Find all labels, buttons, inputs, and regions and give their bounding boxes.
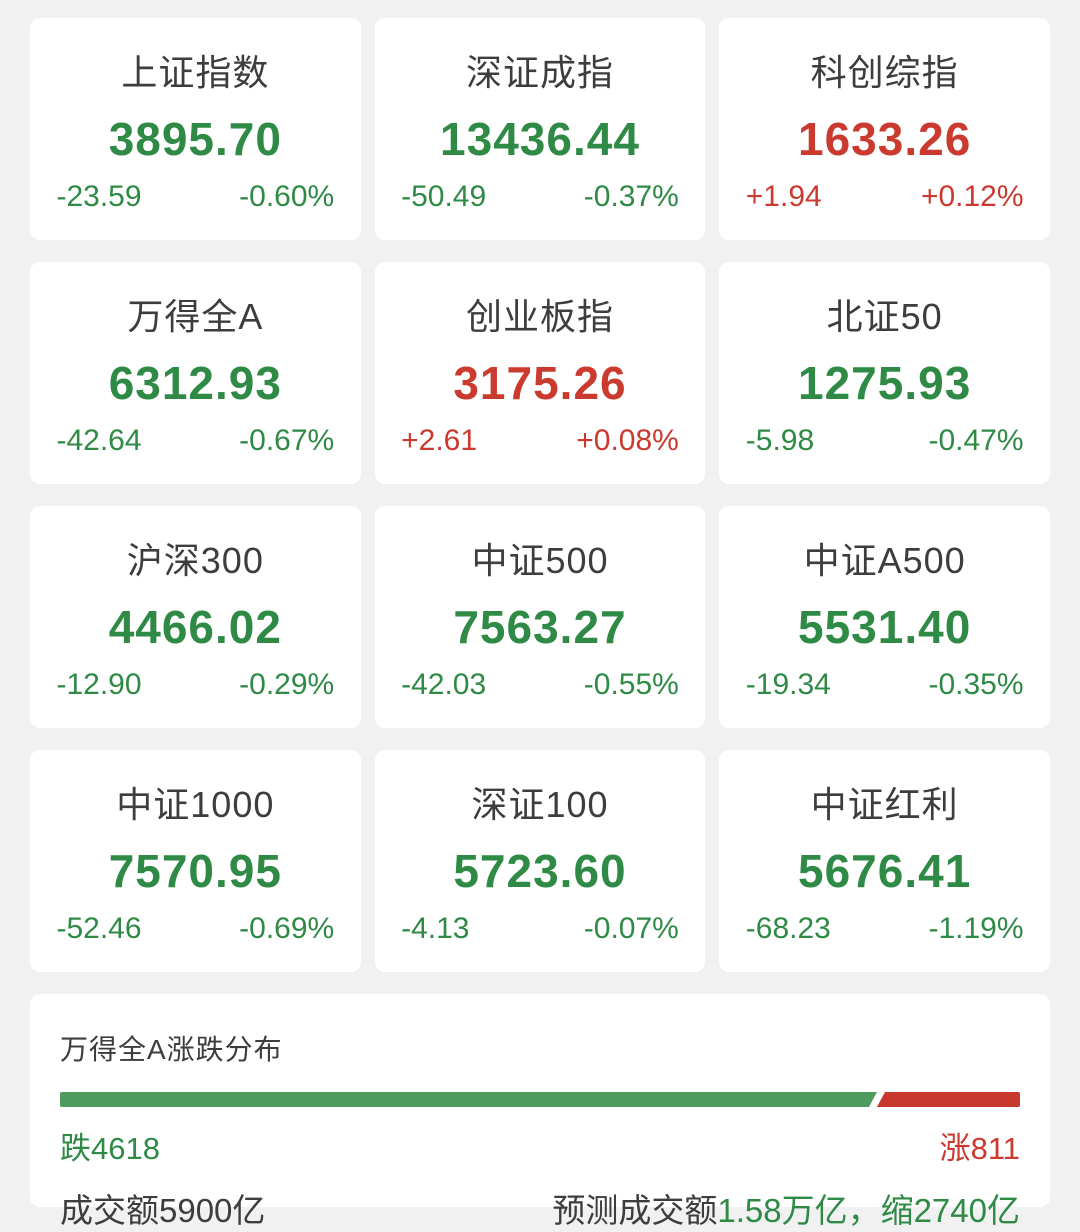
index-value: 3895.70 [108,113,282,165]
index-change-pct: -0.47% [928,424,1024,457]
index-card-csi500[interactable]: 中证500 7563.27 -42.03 -0.55% [374,506,706,728]
index-value: 5531.40 [798,601,972,653]
index-change: -50.49 [401,180,487,213]
index-change: -42.03 [401,668,487,701]
index-card-shenzhen100[interactable]: 深证100 5723.60 -4.13 -0.07% [374,750,706,972]
index-change-pct: -1.19% [928,912,1024,945]
index-change-pct: -0.37% [583,180,679,213]
index-value: 1275.93 [798,357,972,409]
breadth-panel: 万得全A涨跌分布 跌4618 涨811 成交额5900亿 预测成交额1.58万亿… [30,994,1050,1229]
breadth-title: 万得全A涨跌分布 [60,1034,283,1065]
index-change: +1.94 [745,180,822,213]
index-change: -68.23 [745,912,831,945]
turnover-label: 成交额5900亿 [60,1192,266,1229]
index-name: 科创综指 [810,52,959,93]
index-grid: 上证指数 3895.70 -23.59 -0.60% 深证成指 13436.44… [30,18,1050,972]
index-name: 中证1000 [116,784,275,825]
index-change-pct: -0.69% [239,912,335,945]
advancers-count-label: 涨811 [939,1131,1020,1166]
index-value: 13436.44 [440,113,640,165]
index-card-star-composite[interactable]: 科创综指 1633.26 +1.94 +0.12% [719,18,1050,240]
decliners-count-label: 跌4618 [60,1131,160,1166]
index-change-pct: -0.29% [239,668,335,701]
index-value: 3175.26 [453,357,627,409]
index-card-bse50[interactable]: 北证50 1275.93 -5.98 -0.47% [719,262,1050,484]
index-name: 北证50 [826,296,943,337]
index-value: 4466.02 [108,601,282,653]
index-change-pct: -0.67% [239,424,335,457]
forecast-value: 1.58万亿， [717,1192,881,1229]
index-change: -52.46 [56,912,142,945]
breadth-bar-decliners-segment [60,1092,877,1107]
index-name: 深证成指 [465,52,614,93]
index-change: -4.13 [401,912,470,945]
index-change-pct: -0.07% [583,912,679,945]
index-value: 1633.26 [798,113,972,165]
index-card-chinext[interactable]: 创业板指 3175.26 +2.61 +0.08% [374,262,706,484]
index-card-csi300[interactable]: 沪深300 4466.02 -12.90 -0.29% [30,506,361,728]
index-change-pct: -0.35% [928,668,1024,701]
index-change: +2.61 [401,424,478,457]
index-name: 沪深300 [126,540,264,581]
index-change-pct: -0.60% [239,180,335,213]
forecast-shrink: 缩2740亿 [880,1192,1020,1229]
index-change: -42.64 [56,424,142,457]
index-card-wind-all-a[interactable]: 万得全A 6312.93 -42.64 -0.67% [30,262,361,484]
index-name: 上证指数 [121,52,270,93]
index-change-pct: +0.12% [920,180,1024,213]
index-name: 中证红利 [810,784,959,825]
index-name: 万得全A [127,296,264,337]
index-name: 中证A500 [803,540,966,581]
index-value: 5676.41 [798,845,972,897]
index-change: -5.98 [745,424,815,457]
index-name: 深证100 [471,784,609,825]
index-change-pct: +0.08% [576,424,679,457]
index-name: 中证500 [471,540,609,581]
breadth-bar [60,1092,1020,1107]
index-card-csi-dividend[interactable]: 中证红利 5676.41 -68.23 -1.19% [719,750,1050,972]
index-change: -12.90 [56,668,142,701]
index-card-shanghai-composite[interactable]: 上证指数 3895.70 -23.59 -0.60% [30,18,361,240]
index-value: 6312.93 [108,357,282,409]
index-card-shenzhen-component[interactable]: 深证成指 13436.44 -50.49 -0.37% [374,18,706,240]
index-change: -19.34 [745,668,831,701]
index-change-pct: -0.55% [583,668,679,701]
index-value: 7563.27 [453,601,627,653]
breadth-bar-advancers-segment [876,1092,1020,1107]
index-value: 5723.60 [453,845,627,897]
index-name: 创业板指 [465,296,614,337]
index-card-csi1000[interactable]: 中证1000 7570.95 -52.46 -0.69% [30,750,361,972]
index-change: -23.59 [56,180,142,213]
index-value: 7570.95 [108,845,282,897]
forecast-prefix: 预测成交额 [552,1192,718,1229]
index-card-csi-a500[interactable]: 中证A500 5531.40 -19.34 -0.35% [719,506,1050,728]
forecast-turnover-label: 预测成交额1.58万亿，缩2740亿 [552,1184,1020,1232]
